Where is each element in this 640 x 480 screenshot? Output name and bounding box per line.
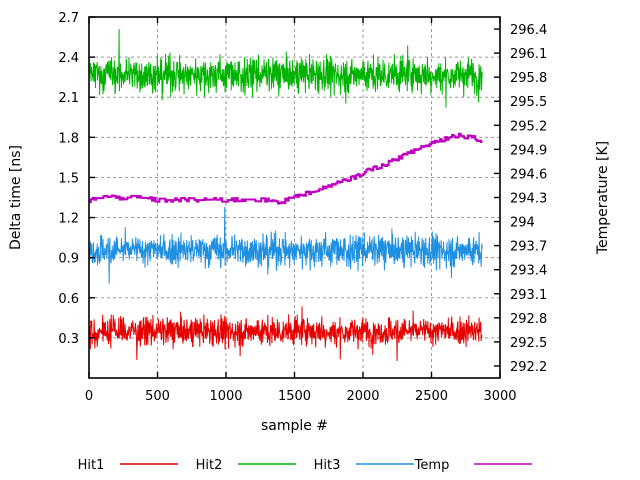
series-line-hit3 [88, 207, 483, 284]
y2-axis-tick-label: 293.4 [510, 264, 547, 279]
y2-axis-tick-label: 292.2 [510, 360, 547, 375]
y2-axis-tick-label: 294.9 [510, 143, 547, 158]
axis-titles: Delta time [ns] Temperature [K] sample # [8, 141, 611, 434]
y2-axis-tick-label: 296.4 [510, 23, 547, 38]
y2-axis-tick-label: 294 [510, 216, 535, 231]
series-line-hit2 [88, 28, 483, 108]
y-axis-tick-label: 1.2 [58, 212, 79, 227]
y-axis-title: Delta time [ns] [8, 145, 24, 250]
chart-legend: Hit1 Hit2 Hit3 Temp [78, 458, 532, 473]
series-line-temp [89, 132, 483, 205]
x-axis-title: sample # [261, 418, 328, 434]
x-axis-tick-label: 2000 [346, 389, 379, 404]
y-axis-tick-label: 1.5 [58, 171, 79, 186]
x-axis-tick-label: 0 [85, 389, 93, 404]
data-series-group [88, 28, 483, 362]
y2-axis-tick-label: 294.6 [510, 167, 547, 182]
series-temp [89, 132, 483, 205]
y-axis-tick-label: 1.8 [58, 131, 79, 146]
legend-label: Hit1 [78, 458, 105, 473]
y2-axis-tick-label: 295.8 [510, 71, 547, 86]
y2-axis-tick-label: 296.1 [510, 47, 547, 62]
x-axis-tick-label: 500 [145, 389, 170, 404]
y2-axis-tick-label: 295.2 [510, 119, 547, 134]
y-axis-tick-label: 0.6 [58, 292, 79, 307]
legend-item-hit2[interactable]: Hit2 [196, 458, 296, 473]
y2-axis-tick-label: 292.8 [510, 312, 547, 327]
y2-axis-tick-label: 292.5 [510, 336, 547, 351]
axes-frame [88, 16, 501, 379]
y-axis-tick-label: 2.7 [58, 11, 79, 26]
y-axis-tick-label: 2.1 [58, 91, 79, 106]
y2-axis-tick-label: 293.7 [510, 240, 547, 255]
x-axis-tick-label: 1000 [209, 389, 242, 404]
legend-label: Temp [414, 458, 450, 473]
legend-item-hit1[interactable]: Hit1 [78, 458, 178, 473]
series-line-hit1 [88, 306, 483, 362]
legend-label: Hit2 [196, 458, 223, 473]
x-axis-tick-label: 3000 [483, 389, 516, 404]
legend-item-temp[interactable]: Temp [414, 458, 532, 473]
legend-item-hit3[interactable]: Hit3 [314, 458, 414, 473]
series-hit3 [88, 207, 483, 284]
y-axis-tick-label: 0.3 [58, 332, 79, 347]
tick-labels: 0.3 0.6 0.9 1.2 1.5 1.8 2.1 2.4 2.7 292.2 292.5 292… [58, 11, 547, 404]
y2-axis-tick-label: 293.1 [510, 288, 547, 303]
x-axis-tick-label: 2500 [415, 389, 448, 404]
legend-label: Hit3 [314, 458, 341, 473]
x-axis-tick-label: 1500 [278, 389, 311, 404]
series-hit1 [88, 306, 483, 362]
y-axis-tick-label: 2.4 [58, 51, 79, 66]
y2-axis-tick-label: 294.3 [510, 192, 547, 207]
y-axis-tick-label: 0.9 [58, 252, 79, 267]
y2-axis-title: Temperature [K] [595, 141, 611, 255]
grid-lines [88, 16, 500, 378]
series-hit2 [88, 28, 483, 108]
y2-axis-tick-label: 295.5 [510, 95, 547, 110]
